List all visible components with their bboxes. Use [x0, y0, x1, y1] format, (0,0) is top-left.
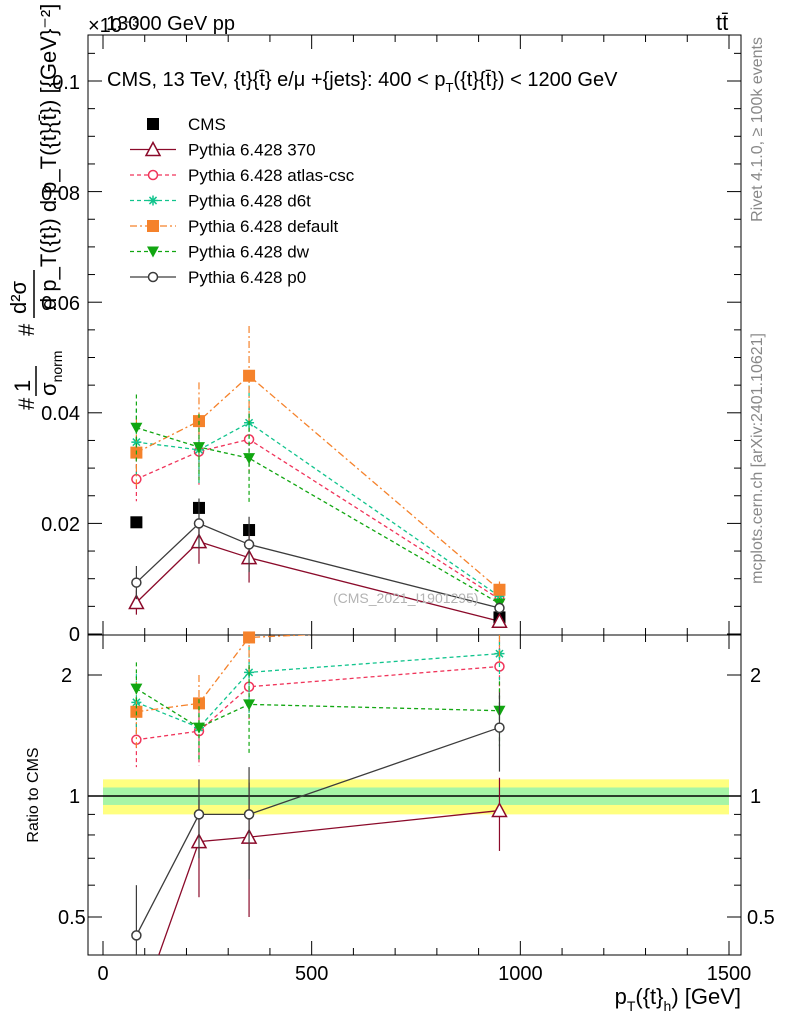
series-lines	[135, 374, 500, 955]
ratio-point-pythia-6-428-370	[491, 801, 508, 818]
analysis-watermark: (CMS_2021_I1901295)	[333, 590, 479, 606]
legend-marker-pythia-6-428-atlas-csc	[147, 169, 159, 181]
svg-text:#: #	[14, 397, 39, 410]
y-tick-label-0-02: 0.02	[41, 514, 80, 536]
x-tick-label-500: 500	[295, 963, 328, 985]
main-line-pythia-6-428-default	[136, 374, 500, 591]
x-axis-label: pT({t}h) [GeV]	[615, 984, 741, 1014]
ratio-y-tick-labels: 0.5 1 2 0.5 1 2	[58, 665, 775, 929]
main-point-pythia-6-428-p0	[193, 518, 205, 529]
legend-label-pythia-6-428-p0: Pythia 6.428 p0	[188, 268, 306, 287]
main-point-pythia-6-428-p0	[131, 577, 142, 588]
mcplots-source-label: mcplots.cern.ch [arXiv:2401.10621]	[749, 333, 766, 584]
svg-text:σnorm: σnorm	[36, 351, 65, 396]
y-tick-label-0-04: 0.04	[41, 403, 80, 425]
ratio-tick-left-2: 2	[61, 665, 72, 687]
main-point-cms	[130, 516, 143, 529]
ratio-point-pythia-6-428-p0	[193, 809, 205, 820]
process-label: tt̄	[716, 10, 728, 35]
axis-ticks	[88, 35, 741, 955]
svg-text:#: #	[14, 323, 39, 336]
x-tick-label-1000: 1000	[498, 963, 543, 985]
ratio-plot-frame	[87, 634, 742, 956]
legend-label-pythia-6-428-dw: Pythia 6.428 dw	[188, 243, 310, 262]
svg-text:d²σ: d²σ	[6, 280, 31, 314]
ratio-line-pythia-6-428-p0	[135, 726, 500, 936]
ratio-line-pythia-6-428-atlas-csc	[136, 665, 500, 741]
main-line-pythia-6-428-atlas-csc	[136, 438, 500, 600]
ratio-point-pythia-6-428-default	[243, 631, 256, 644]
y-tick-label-0-06: 0.06	[41, 293, 80, 315]
ratio-point-pythia-6-428-default	[192, 697, 205, 710]
legend-marker-pythia-6-428-d6t	[148, 195, 158, 206]
legend-label-pythia-6-428-370: Pythia 6.428 370	[188, 141, 316, 160]
legend-marker-pythia-6-428-370	[144, 140, 162, 157]
ratio-tick-right-0-5: 0.5	[747, 907, 775, 929]
svg-text:1: 1	[10, 380, 35, 392]
legend-marker-pythia-6-428-dw	[147, 246, 159, 258]
ratio-tick-right-1: 1	[750, 786, 761, 808]
ratio-line-pythia-6-428-d6t	[136, 653, 500, 729]
main-point-pythia-6-428-default	[493, 583, 506, 596]
y-tick-label-0: 0	[69, 624, 80, 646]
ratio-point-pythia-6-428-p0	[494, 722, 505, 733]
main-line-pythia-6-428-dw	[136, 427, 500, 605]
legend-label-pythia-6-428-atlas-csc: Pythia 6.428 atlas-csc	[188, 166, 355, 185]
main-point-pythia-6-428-dw	[192, 442, 205, 454]
main-point-pythia-6-428-default	[243, 369, 256, 382]
main-point-pythia-6-428-p0	[243, 539, 255, 550]
x-tick-label-0: 0	[97, 963, 108, 985]
ratio-uncertainty-band	[88, 779, 741, 815]
ratio-line-pythia-6-428-dw	[136, 688, 500, 729]
ratio-point-pythia-6-428-p0	[243, 809, 255, 820]
svg-text:d p_T({t}) d p_T({t}{t̄}) [{Ge: d p_T({t}) d p_T({t}{t̄}) [{GeV}⁻²]	[36, 4, 61, 310]
main-point-pythia-6-428-370	[491, 612, 508, 629]
main-y-axis-label: # 1 σnorm # d²σ d p_T({t}) d p_T({t}{t̄}…	[6, 4, 65, 410]
main-point-pythia-6-428-p0	[494, 602, 505, 614]
ratio-point-pythia-6-428-dw	[192, 722, 205, 734]
exponent-label: ×10⁻³	[88, 15, 139, 37]
energy-label: 13000 GeV pp	[106, 13, 235, 35]
main-point-pythia-6-428-dw	[243, 453, 256, 465]
ratio-tick-left-1: 1	[69, 786, 80, 808]
ratio-tick-right-2: 2	[750, 665, 761, 687]
ratio-point-pythia-6-428-p0	[131, 930, 142, 941]
legend-marker-pythia-6-428-p0	[147, 271, 159, 283]
ratio-point-pythia-6-428-dw	[130, 683, 143, 695]
x-tick-label-1500: 1500	[707, 963, 752, 985]
main-point-pythia-6-428-d6t	[494, 591, 505, 602]
legend-label-pythia-6-428-d6t: Pythia 6.428 d6t	[188, 192, 311, 211]
main-point-pythia-6-428-370	[128, 593, 145, 610]
y-tick-label-0-1: 0.1	[52, 72, 80, 94]
ratio-tick-left-0-5: 0.5	[58, 907, 86, 929]
main-line-pythia-6-428-370	[135, 540, 500, 622]
rivet-version-label: Rivet 4.1.0, ≥ 100k events	[749, 37, 766, 222]
main-point-pythia-6-428-dw	[130, 422, 143, 434]
ratio-point-pythia-6-428-dw	[243, 699, 256, 711]
x-tick-labels: 0 500 1000 1500	[97, 963, 751, 985]
series-markers	[128, 325, 508, 955]
ratio-line-pythia-6-428-default	[136, 635, 317, 713]
y-tick-label-0-08: 0.08	[41, 183, 80, 205]
legend: CMS Pythia 6.428 370 Pythia 6.428 atlas-cs…	[130, 115, 355, 287]
main-line-pythia-6-428-d6t	[136, 421, 500, 597]
main-y-tick-labels: 0 0.02 0.04 0.06 0.08 0.1	[41, 72, 80, 646]
legend-label-cms: CMS	[188, 115, 226, 134]
chart-title: CMS, 13 TeV, {t}{t̄} e/μ +{jets}: 400 < …	[107, 69, 618, 95]
main-line-pythia-6-428-p0	[135, 522, 500, 609]
main-point-pythia-6-428-d6t	[131, 437, 142, 448]
legend-marker-cms	[147, 118, 159, 130]
legend-marker-pythia-6-428-default	[147, 220, 159, 232]
ratio-line-pythia-6-428-370	[158, 809, 500, 955]
ratio-y-axis-label: Ratio to CMS	[25, 747, 42, 842]
legend-label-pythia-6-428-default: Pythia 6.428 default	[188, 217, 339, 236]
